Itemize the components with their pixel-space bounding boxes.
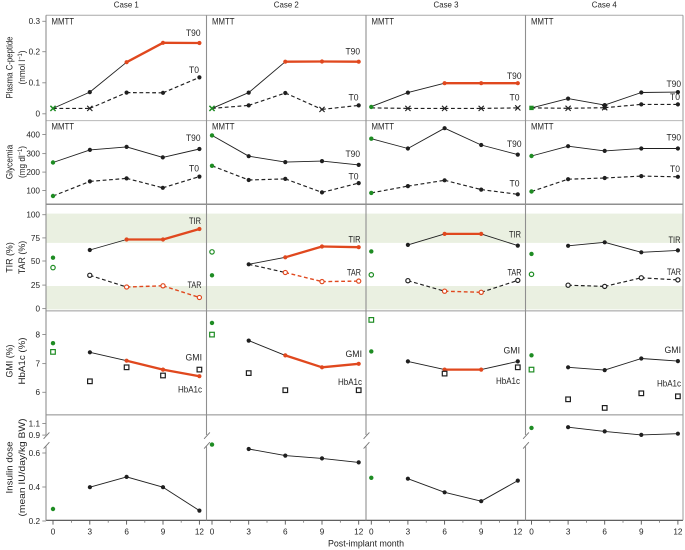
svg-text:(mg dl−1): (mg dl−1) [17, 146, 27, 178]
svg-text:T90: T90 [346, 149, 361, 159]
svg-text:Case 1: Case 1 [114, 0, 139, 9]
svg-text:6: 6 [442, 527, 447, 536]
svg-text:(mean IU/day/kg BW): (mean IU/day/kg BW) [17, 418, 27, 516]
svg-text:MMTT: MMTT [52, 121, 75, 131]
svg-text:0: 0 [369, 527, 374, 536]
svg-text:25: 25 [31, 281, 41, 290]
svg-text:12: 12 [513, 527, 523, 536]
svg-text:9: 9 [639, 527, 644, 536]
svg-text:0: 0 [35, 110, 40, 119]
svg-text:MMTT: MMTT [372, 121, 395, 131]
svg-text:50: 50 [31, 257, 41, 266]
svg-text:T0: T0 [349, 92, 359, 102]
svg-text:6: 6 [124, 527, 129, 536]
svg-text:T0: T0 [670, 92, 680, 102]
svg-text:6: 6 [283, 527, 288, 536]
svg-text:6: 6 [602, 527, 607, 536]
svg-text:0.9: 0.9 [29, 431, 41, 440]
svg-text:MMTT: MMTT [531, 121, 554, 131]
svg-text:MMTT: MMTT [531, 16, 554, 26]
svg-text:T90: T90 [186, 28, 201, 38]
svg-text:100: 100 [26, 186, 40, 195]
svg-text:Glycemia: Glycemia [5, 145, 15, 180]
svg-text:0.4: 0.4 [29, 483, 41, 492]
svg-text:TAR: TAR [667, 267, 681, 277]
svg-text:9: 9 [479, 527, 484, 536]
svg-text:9: 9 [320, 527, 325, 536]
svg-text:GMI: GMI [504, 346, 521, 356]
svg-text:MMTT: MMTT [212, 16, 235, 26]
svg-text:6: 6 [35, 388, 40, 397]
svg-text:T90: T90 [507, 139, 522, 149]
svg-text:TIR: TIR [669, 235, 681, 245]
svg-text:12: 12 [354, 527, 364, 536]
svg-text:TAR: TAR [188, 280, 202, 290]
svg-text:1.1: 1.1 [29, 419, 41, 428]
svg-text:HbA1c (%): HbA1c (%) [17, 337, 27, 384]
svg-text:T90: T90 [507, 71, 522, 81]
svg-text:100: 100 [26, 211, 40, 220]
svg-text:GMI: GMI [665, 345, 682, 355]
svg-text:T0: T0 [510, 92, 520, 102]
svg-text:T90: T90 [186, 133, 201, 143]
svg-text:Post-implant month: Post-implant month [328, 539, 404, 549]
svg-text:12: 12 [195, 527, 205, 536]
svg-text:Plasma C-peptide: Plasma C-peptide [5, 36, 15, 98]
svg-text:0.3: 0.3 [29, 17, 41, 26]
svg-text:9: 9 [161, 527, 166, 536]
svg-text:T90: T90 [667, 132, 682, 142]
svg-text:MMTT: MMTT [212, 121, 235, 131]
svg-text:T0: T0 [349, 172, 359, 182]
svg-text:7: 7 [35, 360, 40, 369]
svg-text:Case 2: Case 2 [274, 0, 299, 9]
svg-text:HbA1c: HbA1c [657, 379, 681, 389]
svg-text:Insulin dose: Insulin dose [5, 441, 15, 493]
svg-text:400: 400 [26, 130, 40, 139]
svg-text:GMI (%): GMI (%) [5, 344, 15, 377]
svg-text:TAR: TAR [508, 267, 522, 277]
svg-text:GMI: GMI [186, 353, 203, 363]
svg-text:Case 3: Case 3 [434, 0, 459, 9]
svg-text:T0: T0 [670, 164, 680, 174]
svg-text:0: 0 [529, 527, 534, 536]
svg-text:75: 75 [31, 234, 41, 243]
svg-text:3: 3 [566, 527, 571, 536]
svg-text:HbA1c: HbA1c [496, 376, 520, 386]
svg-text:Case 4: Case 4 [592, 0, 617, 9]
svg-text:T90: T90 [346, 47, 361, 57]
svg-text:TAR: TAR [347, 267, 361, 277]
svg-text:TIR (%): TIR (%) [5, 242, 15, 273]
svg-text:3: 3 [406, 527, 411, 536]
svg-text:3: 3 [246, 527, 251, 536]
svg-text:T0: T0 [189, 163, 199, 173]
svg-text:T90: T90 [667, 79, 682, 89]
svg-text:0.1: 0.1 [29, 79, 41, 88]
svg-text:0.6: 0.6 [29, 449, 41, 458]
svg-text:0.2: 0.2 [29, 48, 41, 57]
svg-text:TIR: TIR [509, 229, 521, 239]
svg-text:T0: T0 [510, 179, 520, 189]
svg-text:200: 200 [26, 168, 40, 177]
svg-text:MMTT: MMTT [372, 16, 395, 26]
svg-text:TIR: TIR [349, 235, 361, 245]
svg-text:MMTT: MMTT [52, 16, 75, 26]
svg-text:GMI: GMI [346, 349, 363, 359]
svg-text:HbA1c: HbA1c [338, 377, 362, 387]
svg-text:T0: T0 [189, 65, 199, 75]
svg-text:HbA1c: HbA1c [178, 384, 202, 394]
svg-text:3: 3 [88, 527, 93, 536]
svg-text:TIR: TIR [189, 216, 201, 226]
svg-text:0: 0 [210, 527, 215, 536]
svg-text:0: 0 [51, 527, 56, 536]
svg-text:(nmol l−1): (nmol l−1) [17, 50, 27, 84]
svg-text:0.2: 0.2 [29, 517, 41, 526]
svg-text:0: 0 [35, 305, 40, 314]
svg-text:12: 12 [673, 527, 683, 536]
svg-text:8: 8 [35, 330, 40, 339]
svg-text:TAR (%): TAR (%) [17, 241, 27, 274]
svg-text:300: 300 [26, 150, 40, 159]
